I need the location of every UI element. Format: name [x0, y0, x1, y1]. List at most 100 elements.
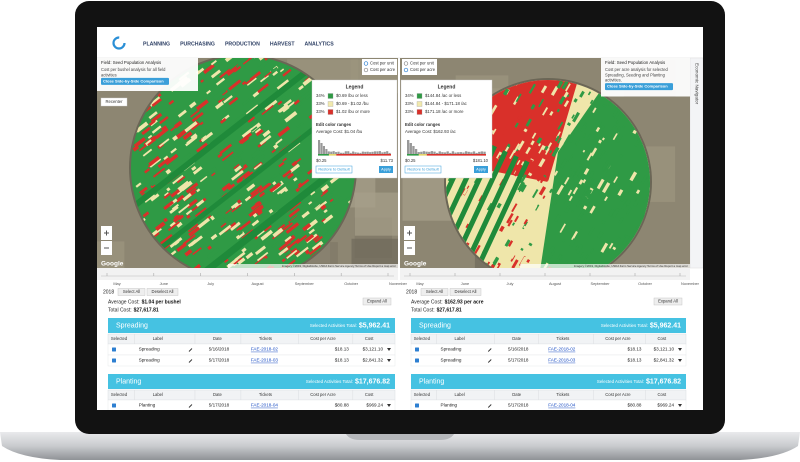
apply-button[interactable]	[379, 166, 393, 173]
legend-range: $0.69 /bu or less	[336, 93, 368, 98]
row-dropdown[interactable]	[387, 404, 391, 407]
row-dropdown[interactable]	[387, 348, 391, 351]
column-header: Selected	[414, 392, 431, 397]
expand-button[interactable]	[653, 297, 683, 306]
field-patch	[545, 80, 551, 86]
histogram-bar	[430, 151, 434, 154]
nav-item[interactable]: HARVEST	[270, 41, 296, 47]
field-patch	[165, 168, 172, 175]
field-patch	[176, 221, 183, 228]
histogram-bar	[470, 152, 473, 154]
edit-icon[interactable]	[188, 359, 193, 363]
row-ticket[interactable]: FAE-2018-03	[548, 358, 576, 363]
side-tab-label[interactable]: Economic Navigator	[694, 63, 699, 105]
zoom-icon[interactable]	[407, 230, 412, 236]
restore-label[interactable]: Restore to Default	[318, 167, 350, 172]
restore-button[interactable]	[315, 165, 353, 174]
edit-icon[interactable]	[188, 404, 193, 408]
field-patch	[264, 99, 278, 111]
expand-label[interactable]: Expand All	[367, 299, 387, 304]
field-patch	[582, 179, 587, 184]
zoom-icon[interactable]	[104, 230, 109, 236]
edit-icon[interactable]	[487, 359, 492, 363]
expand-label[interactable]: Expand All	[658, 299, 678, 304]
radio-label[interactable]: Cost per unit	[410, 61, 435, 66]
field-patch	[585, 197, 592, 206]
row-dropdown[interactable]	[387, 359, 391, 362]
edit-icon[interactable]	[487, 404, 492, 408]
field-patch	[244, 195, 252, 202]
field-patch	[619, 191, 628, 202]
nav-item[interactable]: ANALYTICS	[305, 41, 335, 47]
row-checkbox[interactable]	[112, 347, 116, 352]
field-patch	[467, 181, 475, 192]
total-label: Total Cost:	[108, 307, 132, 313]
apply-label[interactable]: Apply	[381, 167, 391, 172]
field-patch	[219, 68, 231, 79]
restore-button[interactable]	[404, 165, 442, 174]
row-checkbox[interactable]	[415, 347, 419, 352]
apply-button[interactable]	[474, 166, 488, 173]
field-patch	[599, 145, 603, 151]
row-dropdown[interactable]	[678, 348, 682, 351]
field-patch	[491, 257, 500, 268]
field-patch	[575, 244, 584, 255]
select-all-button[interactable]	[420, 288, 449, 296]
row-checkbox[interactable]	[415, 403, 419, 408]
radio-label[interactable]: Cost per unit	[370, 61, 395, 66]
field-patch	[313, 224, 321, 231]
row-date: 5/17/2018	[209, 358, 230, 363]
close-button[interactable]	[605, 83, 673, 91]
close-button[interactable]	[101, 77, 169, 85]
row-checkbox[interactable]	[112, 358, 116, 363]
radio-label[interactable]: Cost per acre	[410, 67, 436, 72]
field-patch	[301, 210, 310, 219]
row-checkbox[interactable]	[415, 358, 419, 363]
row-ticket[interactable]: FAE-2018-04	[548, 403, 576, 408]
row-ticket[interactable]: FAE-2018-03	[251, 358, 279, 363]
legend-min: $0.25	[405, 158, 416, 163]
deselect-all-label[interactable]: Deselect All	[455, 289, 477, 294]
edit-icon[interactable]	[188, 348, 193, 352]
select-all-label[interactable]: Select All	[426, 289, 443, 294]
apply-label[interactable]: Apply	[476, 167, 486, 172]
close-button-label[interactable]: Close Side-by-Side Comparison	[103, 78, 164, 83]
section-header-bg	[411, 374, 686, 389]
select-all-button[interactable]	[117, 288, 146, 296]
restore-label[interactable]: Restore to Default	[407, 167, 439, 172]
timeline-month: October	[344, 281, 359, 286]
field-patch	[570, 209, 574, 214]
nav-item[interactable]: PLANNING	[143, 41, 170, 47]
field-patch	[324, 192, 334, 201]
nav-bar: PLANNING PURCHASING PRODUCTION HARVEST ANALY…	[97, 27, 703, 59]
select-all-label[interactable]: Select All	[123, 289, 140, 294]
radio-button[interactable]	[363, 61, 369, 66]
deselect-all-button[interactable]	[146, 288, 179, 296]
field-patch	[254, 127, 262, 134]
row-dropdown[interactable]	[678, 404, 682, 407]
radio-label[interactable]: Cost per acre	[370, 67, 396, 72]
recenter-button[interactable]	[100, 97, 128, 107]
radio-button[interactable]	[403, 67, 409, 73]
row-dropdown[interactable]	[678, 359, 682, 362]
radio-button[interactable]	[363, 67, 369, 73]
close-button-label[interactable]: Close Side-by-Side Comparison	[607, 84, 668, 89]
section-total-value: $17,676.82	[355, 378, 390, 385]
deselect-all-button[interactable]	[449, 288, 482, 296]
deselect-all-label[interactable]: Deselect All	[152, 289, 174, 294]
expand-button[interactable]	[362, 297, 392, 306]
nav-item[interactable]: PRODUCTION	[225, 41, 260, 47]
edit-icon[interactable]	[487, 348, 492, 352]
row-ticket[interactable]: FAE-2018-02	[548, 347, 576, 352]
nav-item[interactable]: PURCHASING	[180, 41, 215, 47]
row-cost-per-acre: $80.88	[335, 403, 349, 408]
field-patch	[166, 187, 171, 192]
row-ticket[interactable]: FAE-2018-02	[251, 347, 279, 352]
field-patch	[190, 133, 198, 141]
row-cost: $969.24	[366, 403, 383, 408]
radio-button[interactable]	[403, 61, 409, 66]
recenter-label[interactable]: Recenter	[106, 99, 124, 104]
row-ticket[interactable]: FAE-2018-04	[251, 403, 279, 408]
field-patch	[133, 137, 146, 148]
row-checkbox[interactable]	[112, 403, 116, 408]
